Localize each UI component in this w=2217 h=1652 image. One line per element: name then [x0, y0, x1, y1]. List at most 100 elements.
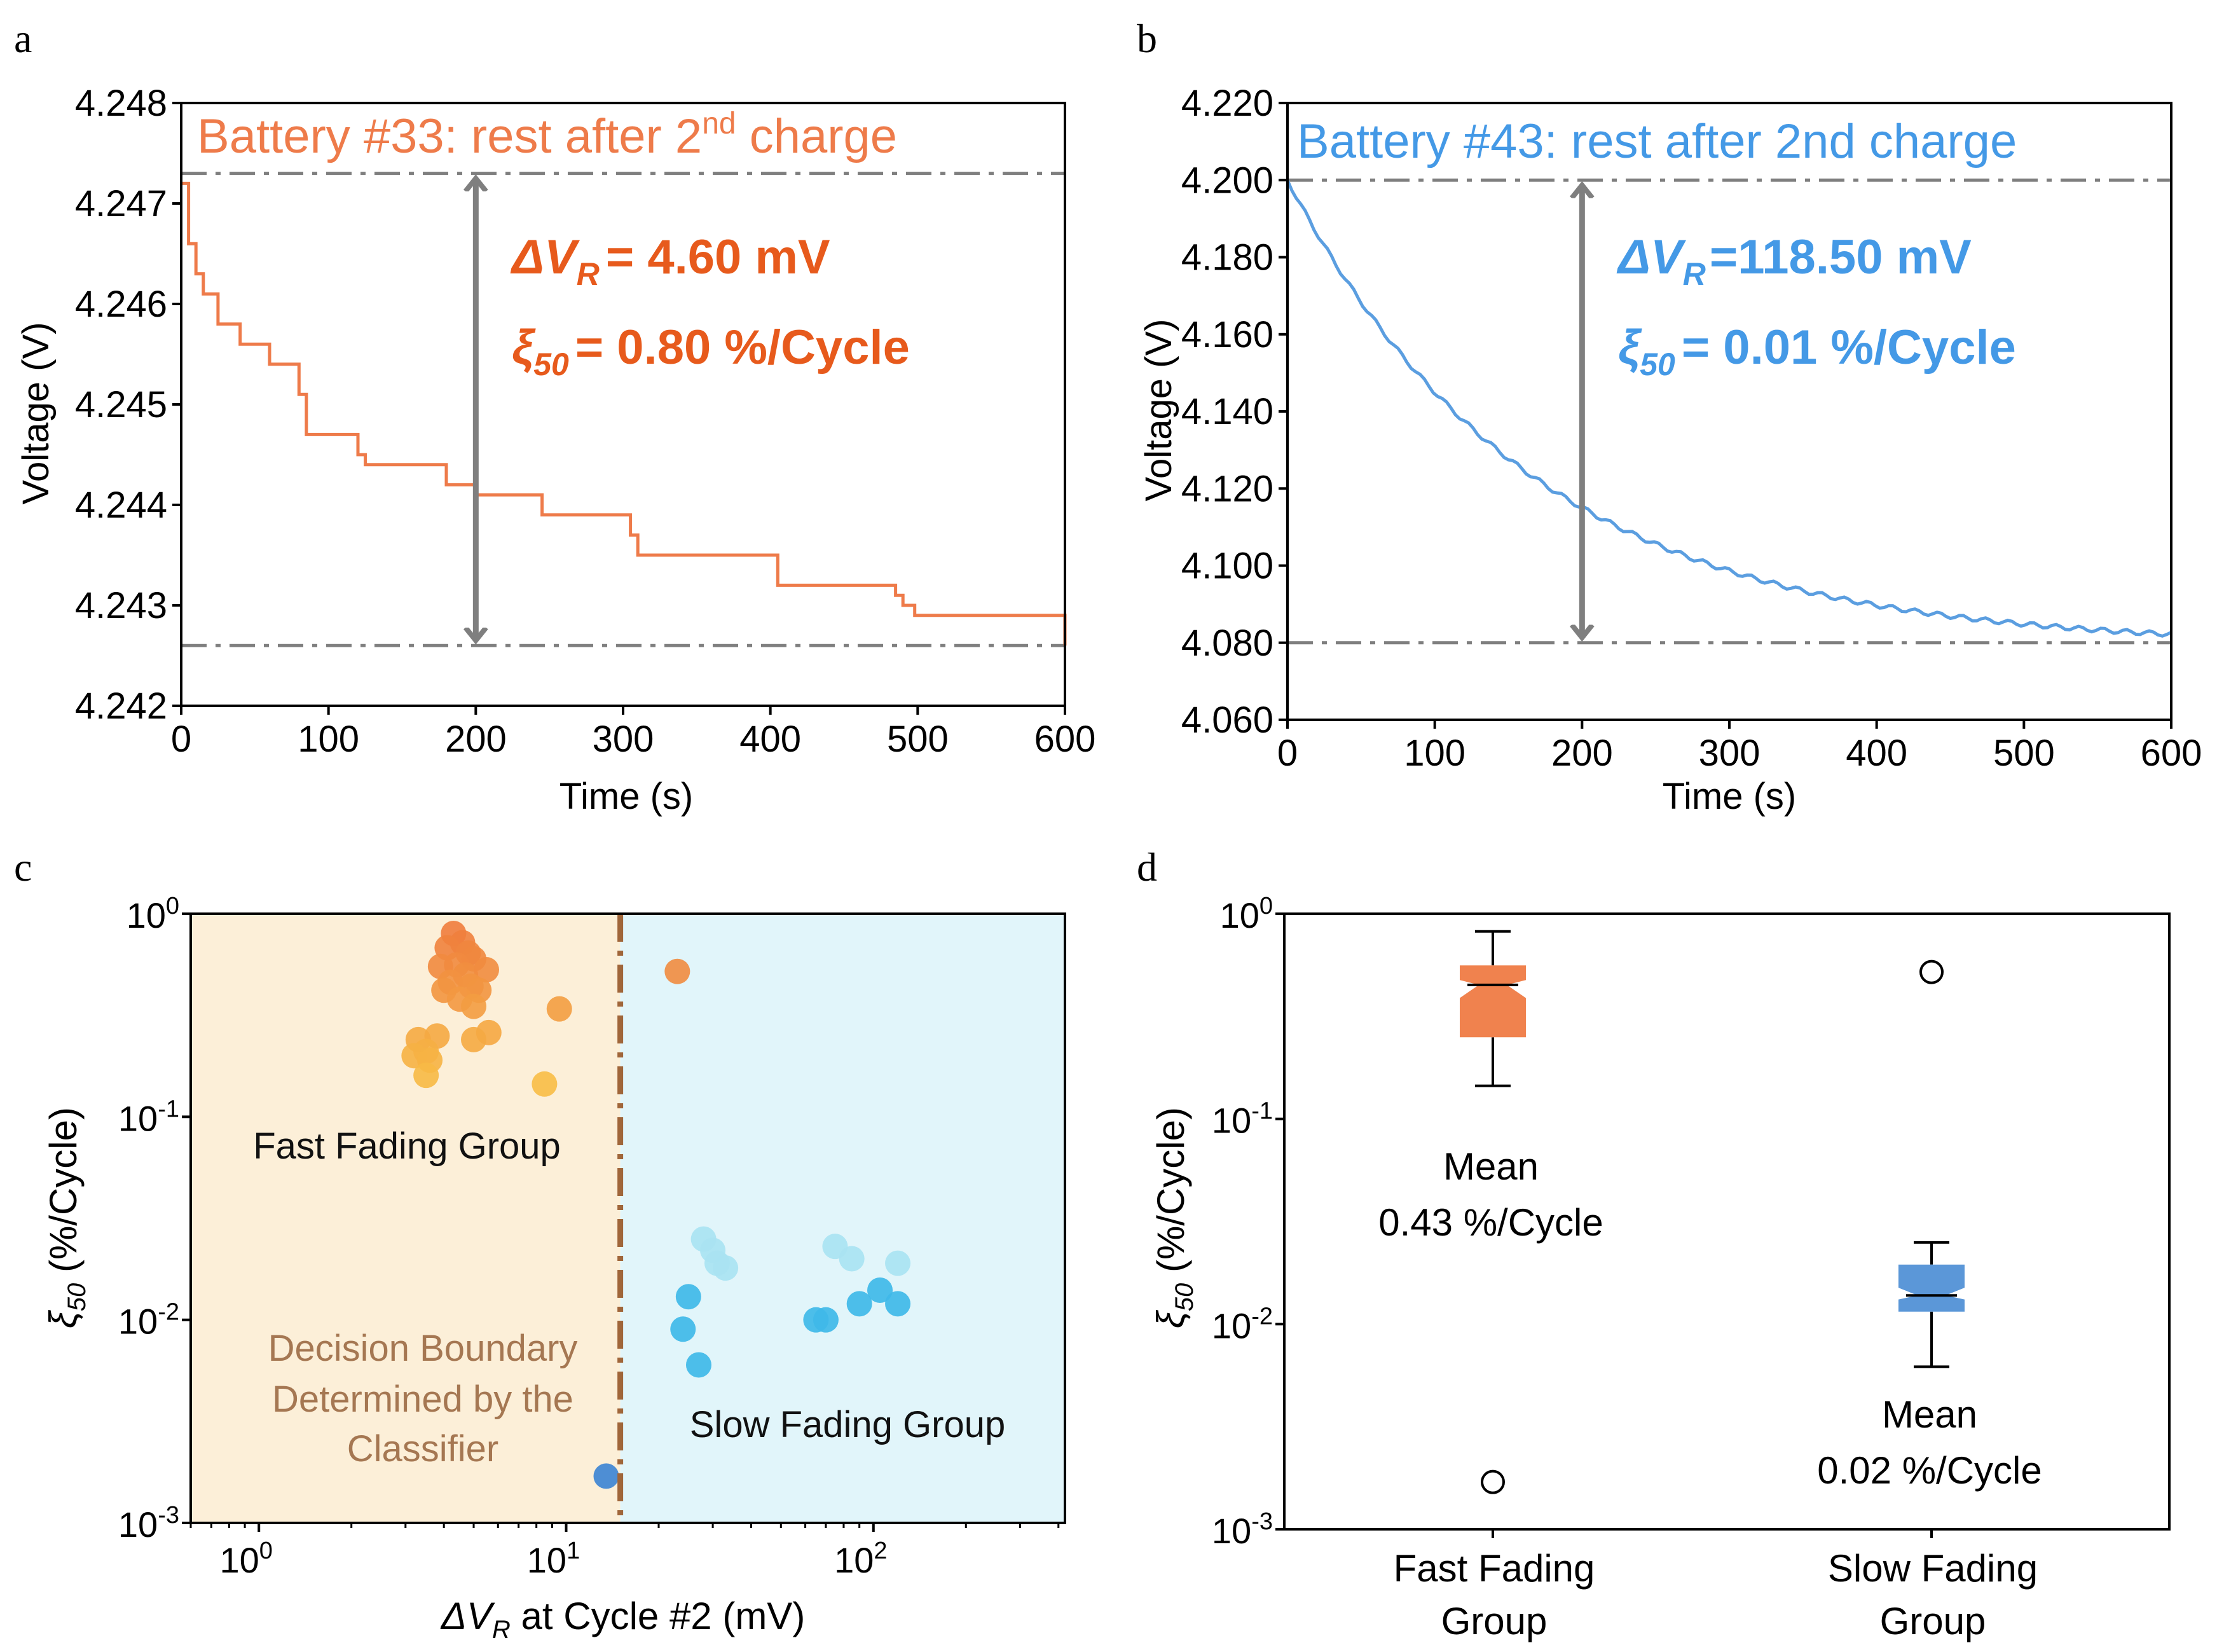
slow-fading-point: [675, 1284, 701, 1310]
annotation-title: Battery #43: rest after 2nd charge: [1297, 114, 2017, 169]
outlier-point: [1481, 1470, 1505, 1494]
x-tick-label: 400: [1846, 733, 1907, 774]
category-slow-line-2: Group: [1880, 1600, 1986, 1642]
slow-mean-value: 0.02 %/Cycle: [1817, 1449, 2042, 1492]
fast-fading-point: [461, 993, 487, 1019]
y-tick-label: 4.080: [1181, 623, 1273, 664]
voltage-line-battery-33: [181, 181, 1067, 646]
x-axis-ticks: 0 100 200 300 400 500 600: [171, 706, 1096, 760]
y-tick-label: 10-3: [118, 1502, 179, 1545]
x-tick-label: 0: [1277, 733, 1298, 774]
y-tick-label: 4.247: [75, 183, 167, 224]
slow-fading-point: [839, 1246, 865, 1272]
y-tick-label: 4.248: [75, 83, 167, 124]
slow-fading-point: [713, 1255, 739, 1281]
scatter-points: [401, 920, 911, 1489]
x-axis-label: ΔVR at Cycle #2 (mV): [440, 1595, 806, 1644]
y-axis-ticks: 4.060 4.080 4.100 4.120 4.140 4.160 4.180 4.200…: [1181, 83, 1287, 741]
y-axis-label: ξ50 (%/Cycle): [1150, 1107, 1198, 1328]
delta-v-value: ΔVR = 4.60 mV: [510, 230, 830, 292]
x-tick-label: 101: [527, 1538, 580, 1580]
fast-fading-point: [546, 996, 572, 1022]
y-axis-label: Voltage (V): [15, 322, 57, 505]
x-axis-label: Time (s): [1663, 776, 1796, 817]
y-axis-ticks: 10-3 10-2 10-1 100: [1212, 893, 1284, 1551]
y-tick-label: 4.060: [1181, 699, 1273, 741]
y-tick-label: 10-1: [1212, 1098, 1273, 1141]
x-tick-label: 600: [1034, 719, 1096, 760]
slow-fading-point: [670, 1316, 696, 1342]
y-tick-label: 4.244: [75, 485, 167, 526]
x-tick-label: 500: [887, 719, 949, 760]
y-tick-label: 4.242: [75, 685, 167, 727]
delta-v-value: ΔVR=118.50 mV: [1616, 230, 1972, 292]
y-tick-label: 10-2: [1212, 1303, 1273, 1346]
box-plots: [1460, 930, 1965, 1494]
slow-fading-point: [846, 1291, 872, 1317]
slow-fading-region: [620, 914, 1065, 1523]
y-axis-ticks: 4.242 4.243 4.244 4.245 4.246 4.247 4.248: [75, 83, 181, 727]
panel-label-c: c: [14, 844, 32, 890]
notched-box: [1898, 1264, 1965, 1312]
fast-fading-point: [474, 957, 500, 983]
x-tick-label: 600: [2141, 733, 2202, 774]
slow-fading-point: [813, 1307, 839, 1333]
x-tick-label: 100: [219, 1538, 272, 1580]
category-slow-line-1: Slow Fading: [1828, 1547, 2038, 1590]
panel-label-d: d: [1137, 844, 1157, 890]
y-axis-label: Voltage (V): [1138, 319, 1179, 502]
boundary-label-line-2: Determined by the: [272, 1379, 573, 1420]
y-tick-label: 4.246: [75, 284, 167, 325]
boundary-label-line-3: Classifier: [347, 1428, 499, 1470]
fast-fading-point: [461, 1026, 487, 1052]
boundary-label-line-1: Decision Boundary: [268, 1328, 578, 1369]
y-tick-label: 4.200: [1181, 160, 1273, 201]
panel-c-scatter-chart: 100 101 102 10-3 10-2 10-1 100 Fast Fading Gr…: [42, 893, 1066, 1644]
plot-frame: [189, 912, 1066, 1524]
fast-mean-value: 0.43 %/Cycle: [1378, 1201, 1603, 1244]
notched-box: [1460, 965, 1526, 1038]
x-tick-label: 500: [1993, 733, 2055, 774]
y-tick-label: 10-3: [1212, 1508, 1273, 1551]
x-axis-ticks: 100 101 102: [189, 1523, 1060, 1580]
slow-fading-point: [885, 1250, 911, 1276]
y-axis-ticks: 10-3 10-2 10-1 100: [118, 893, 191, 1545]
fast-fading-point: [664, 958, 690, 984]
fast-fading-point: [413, 1063, 439, 1089]
y-tick-label: 10-1: [118, 1096, 179, 1138]
y-tick-label: 100: [127, 893, 179, 935]
decision-boundary-label: Decision Boundary Determined by the Clas…: [268, 1328, 578, 1470]
y-tick-label: 4.140: [1181, 391, 1273, 432]
x-axis-label: Time (s): [559, 776, 693, 817]
slow-group-label: Slow Fading Group: [690, 1404, 1005, 1445]
xi-value: ξ50 = 0.80 %/Cycle: [512, 320, 910, 382]
y-tick-label: 4.245: [75, 384, 167, 425]
fast-mean-label: Mean: [1443, 1145, 1539, 1188]
voltage-line-battery-43: [1286, 179, 2172, 638]
xi-value: ξ50 = 0.01 %/Cycle: [1618, 320, 2016, 382]
slow-fading-point: [885, 1291, 911, 1317]
panel-d-box-chart: 10-3 10-2 10-1 100 Mean 0.43 %/Cycle Mean 0…: [1150, 893, 2171, 1642]
y-tick-label: 10-2: [118, 1299, 179, 1342]
x-tick-label: 200: [1551, 733, 1613, 774]
slow-fading-point: [867, 1277, 893, 1304]
x-axis-ticks: 0 100 200 300 400 500 600: [1277, 720, 2202, 774]
y-tick-label: 4.180: [1181, 237, 1273, 279]
category-fast-line-2: Group: [1441, 1600, 1548, 1642]
slow-fading-point: [685, 1352, 711, 1378]
outlier-point: [1919, 960, 1944, 984]
slow-mean-label: Mean: [1882, 1393, 1977, 1436]
fast-fading-point: [532, 1071, 558, 1097]
panel-label-a: a: [14, 16, 32, 61]
x-tick-label: 0: [171, 719, 191, 760]
x-tick-label: 102: [834, 1538, 887, 1580]
y-tick-label: 100: [1220, 893, 1273, 935]
slow-fading-point: [593, 1463, 619, 1489]
x-tick-label: 100: [298, 719, 359, 760]
y-axis-label: ξ50 (%/Cycle): [42, 1107, 91, 1328]
category-fast-line-1: Fast Fading: [1394, 1547, 1595, 1590]
annotation-title: Battery #33: rest after 2nd charge: [197, 107, 897, 163]
y-tick-label: 4.160: [1181, 314, 1273, 355]
x-tick-label: 200: [445, 719, 507, 760]
